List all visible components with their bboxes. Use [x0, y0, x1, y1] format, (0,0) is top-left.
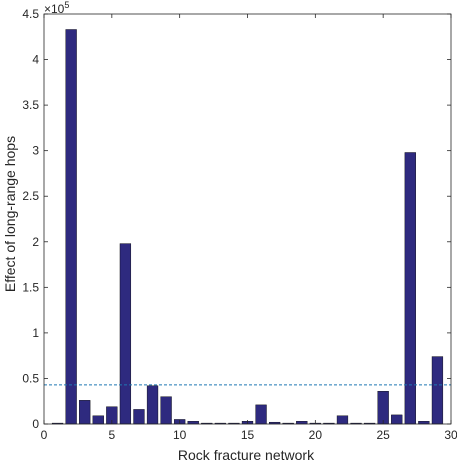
y-tick-label: 4 — [32, 53, 39, 67]
bar-28 — [418, 421, 430, 425]
y-tick-label: 2 — [32, 235, 39, 249]
y-tick-label: 0.5 — [22, 371, 39, 385]
x-tick-label: 10 — [173, 428, 187, 442]
y-axis: 0 0.5 1 1.5 2 2.5 3 3.5 4 4.5 — [22, 7, 451, 431]
x-axis: 0 5 10 15 20 25 30 — [41, 14, 457, 442]
x-tick-label: 30 — [444, 428, 457, 442]
bar-8 — [146, 385, 159, 425]
bar-22 — [336, 415, 349, 425]
bar-3 — [79, 400, 91, 425]
bar-26 — [391, 414, 403, 425]
y-axis-exponent: ×105 — [44, 0, 69, 16]
bar-7 — [133, 409, 145, 425]
y-tick-label: 4.5 — [22, 7, 39, 21]
y-axis-exponent-base: ×10 — [44, 2, 65, 16]
y-axis-exponent-power: 5 — [64, 0, 69, 10]
bar-9 — [160, 396, 172, 425]
bar-6 — [119, 243, 132, 425]
y-axis-label: Effect of long-range hops — [2, 136, 18, 292]
y-tick-label: 3.5 — [22, 98, 39, 112]
y-tick-label: 1.5 — [22, 280, 39, 294]
axes-box — [43, 13, 452, 425]
x-tick-label: 15 — [241, 428, 255, 442]
bar-2 — [65, 29, 77, 425]
x-tick-label: 25 — [376, 428, 390, 442]
bar-29 — [431, 356, 444, 425]
bar-4 — [92, 415, 104, 425]
x-tick-label: 20 — [309, 428, 323, 442]
y-tick-label: 0 — [32, 417, 39, 431]
bar-11 — [187, 421, 199, 425]
bar-16 — [255, 404, 267, 425]
y-tick-label: 3 — [32, 144, 39, 158]
x-tick-label: 0 — [41, 428, 48, 442]
y-tick-label: 2.5 — [22, 189, 39, 203]
x-tick-label: 5 — [108, 428, 115, 442]
bar-25 — [377, 391, 389, 425]
bar-19 — [296, 421, 308, 425]
bar-27 — [404, 152, 416, 425]
bars-group — [51, 29, 444, 425]
y-tick-label: 1 — [32, 326, 39, 340]
x-axis-label: Rock fracture network — [178, 447, 315, 463]
